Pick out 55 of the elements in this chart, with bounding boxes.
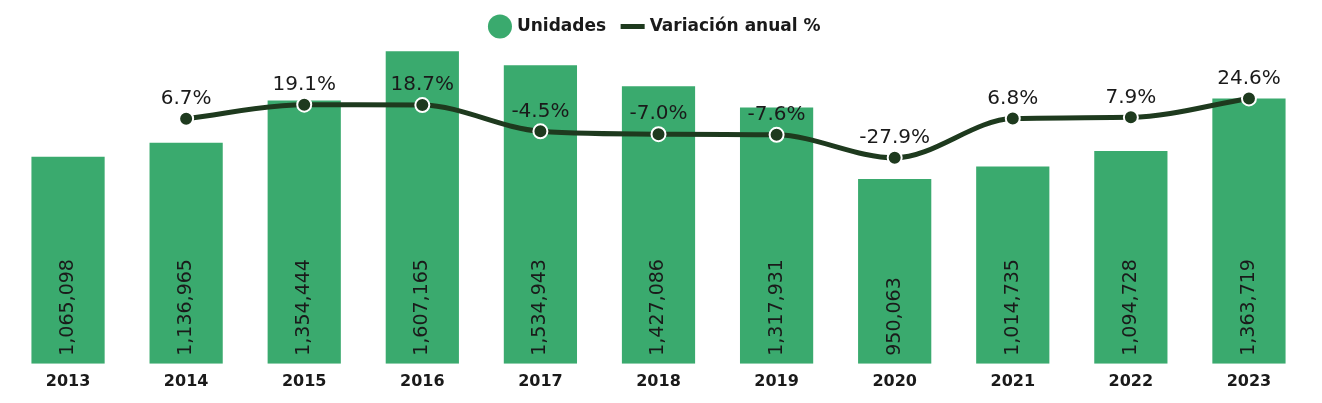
data-label: -7.6% <box>747 101 806 126</box>
x-tick-label: 2022 <box>1108 370 1154 390</box>
bar <box>739 107 814 364</box>
x-tick-label: 2020 <box>872 370 917 390</box>
data-label: 1,317,931 <box>763 259 786 356</box>
data-label: 1,065,098 <box>54 259 77 356</box>
x-tick-label: 2019 <box>754 370 799 390</box>
data-label: 6.8% <box>987 84 1039 109</box>
bar <box>976 166 1050 364</box>
bar <box>267 100 341 364</box>
legend-label: Variación anual % <box>649 14 821 35</box>
bar <box>31 156 105 364</box>
data-label: 1,136,965 <box>173 259 196 356</box>
data-label: 1,534,943 <box>527 259 550 356</box>
x-tick-label: 2016 <box>400 370 445 390</box>
data-label: 1,354,444 <box>291 259 314 356</box>
data-label: 1,014,735 <box>999 259 1022 356</box>
point <box>532 123 549 140</box>
x-tick-label: 2015 <box>281 370 327 390</box>
bar <box>858 179 932 364</box>
point <box>1004 110 1021 127</box>
bar <box>503 65 578 364</box>
x-tick-label: 2014 <box>163 370 209 390</box>
point <box>768 126 785 143</box>
x-tick-label: 2017 <box>518 370 563 390</box>
data-label: 7.9% <box>1105 83 1157 108</box>
data-label: -27.9% <box>859 124 931 148</box>
data-label: 24.6% <box>1217 64 1281 89</box>
bar <box>1094 150 1168 364</box>
x-tick-label: 2021 <box>990 370 1036 390</box>
point <box>886 149 903 166</box>
data-label: 19.1% <box>272 70 336 95</box>
data-label: 1,607,165 <box>409 259 432 356</box>
point <box>1240 90 1257 107</box>
data-label: 1,094,728 <box>1117 259 1140 356</box>
bar <box>621 86 696 364</box>
bar <box>149 142 223 364</box>
legend-label: Unidades <box>516 14 607 35</box>
data-label: 1,427,086 <box>645 259 668 356</box>
data-label: 950,063 <box>881 277 904 356</box>
point <box>296 96 313 113</box>
point <box>1122 109 1139 126</box>
data-label: 1,363,719 <box>1235 259 1258 356</box>
data-label: 6.7% <box>160 84 212 109</box>
x-tick-label: 2018 <box>636 370 681 390</box>
bar <box>1212 98 1286 364</box>
point <box>178 110 195 127</box>
point <box>414 97 431 114</box>
data-label: -7.0% <box>629 100 688 125</box>
x-tick-label: 2023 <box>1226 370 1272 390</box>
point <box>650 126 667 143</box>
data-label: -4.5% <box>511 97 570 122</box>
data-label: 18.7% <box>390 71 455 96</box>
bar <box>385 51 459 364</box>
x-tick-label: 2013 <box>45 370 91 390</box>
